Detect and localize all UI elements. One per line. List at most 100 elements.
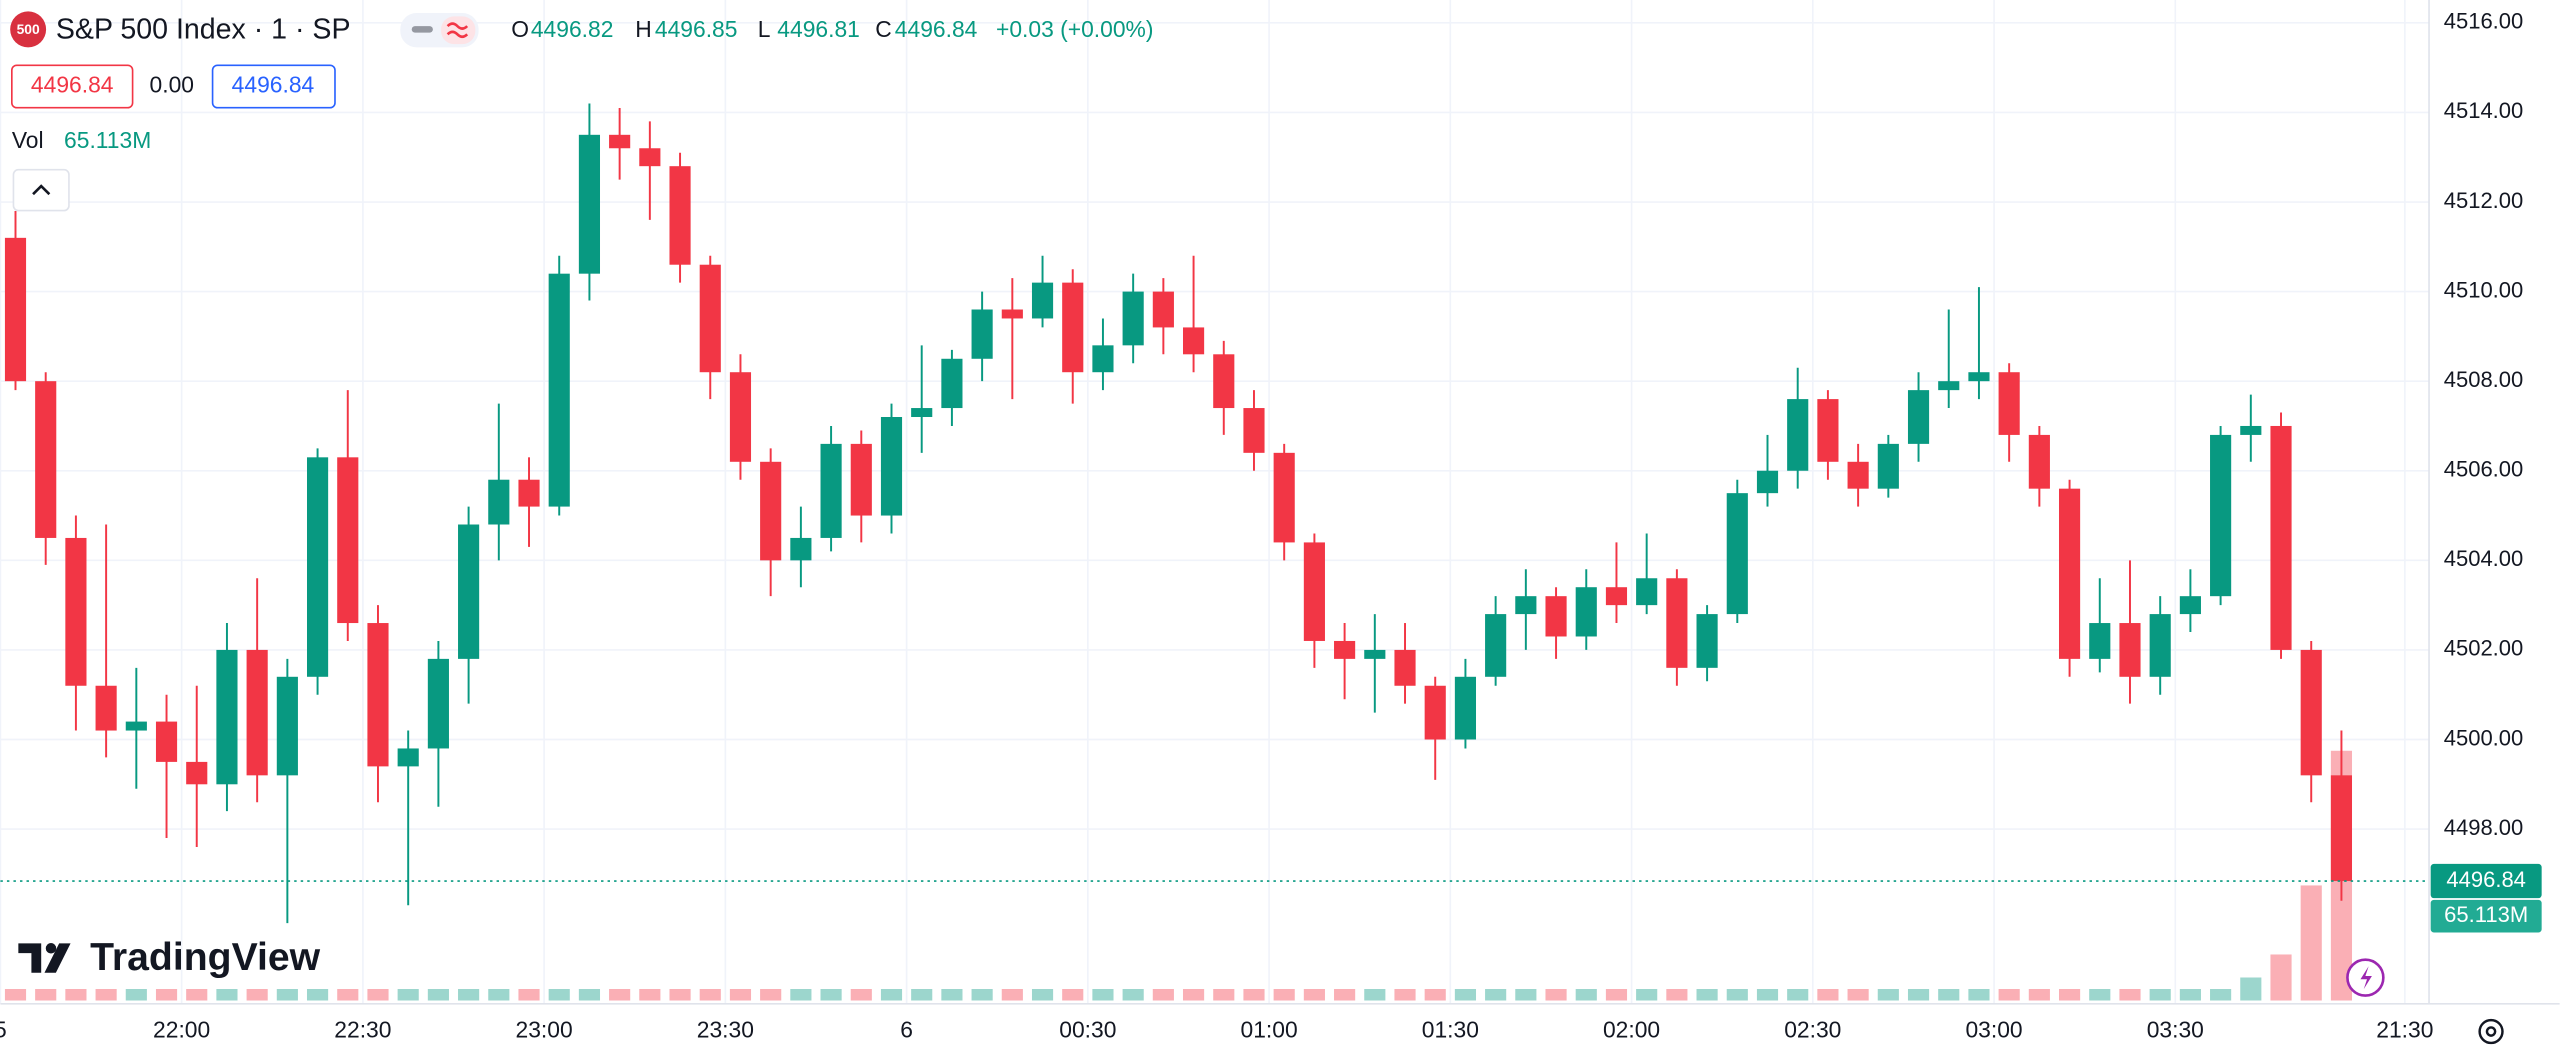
volume-bar [2089, 989, 2111, 1001]
volume-bar [1847, 989, 1869, 1001]
candle-body [1152, 291, 1174, 328]
candle-body [729, 372, 752, 462]
candle-body [1666, 578, 1688, 668]
candle-body [306, 457, 329, 677]
volume-bar [4, 989, 27, 1001]
candle-body [1515, 596, 1537, 615]
volume-bar [2149, 989, 2171, 1001]
volume-bar [1938, 989, 1960, 1001]
volume-bar [65, 989, 87, 1001]
candle-body [1031, 282, 1054, 319]
volume-bar [458, 989, 480, 1001]
candle-body [2058, 488, 2081, 659]
ohlc-value: 4496.81 [777, 16, 860, 42]
volume-bar [2028, 989, 2050, 1001]
symbol-title[interactable]: S&P 500 Index · 1 · SP [56, 14, 351, 46]
candle-body [1756, 470, 1779, 494]
candle-body [246, 649, 268, 776]
volume-bar [1787, 989, 1809, 1001]
x-tick-label: 03:30 [2147, 1017, 2204, 1043]
y-tick-label: 4506.00 [2444, 457, 2524, 482]
price-label: 4496.84 [2446, 867, 2526, 892]
candle-body [1273, 452, 1295, 543]
brand-logo [18, 943, 71, 973]
candle-body [760, 461, 782, 561]
volume-bar [2210, 989, 2232, 1001]
volume-bar [1334, 989, 1356, 1001]
volume-bar [1968, 989, 1990, 1001]
ask-box[interactable] [211, 64, 336, 109]
candle-body [1636, 578, 1658, 606]
candle-body [1907, 390, 1930, 444]
candle-body [1092, 345, 1114, 373]
y-tick-label: 4504.00 [2444, 546, 2524, 571]
candle-body [2149, 614, 2171, 677]
candle-body [578, 134, 601, 274]
volume-bar [1454, 989, 1477, 1001]
candle-body [639, 148, 661, 167]
y-tick-label: 4500.00 [2444, 725, 2524, 750]
candle-body [2240, 425, 2262, 435]
candle-body [669, 166, 691, 265]
volume-bar [1424, 989, 1446, 1001]
volume-bar [95, 989, 117, 1001]
ohlc-label: H [635, 16, 652, 42]
x-tick-label: 21:30 [2376, 1017, 2433, 1043]
volume-bar [1605, 989, 1628, 1001]
bid-box[interactable] [11, 64, 134, 109]
candle-body [2119, 623, 2141, 677]
volume-bar [760, 989, 782, 1001]
volume-bar [850, 989, 872, 1001]
volume-bar [1303, 989, 1325, 1001]
volume-bar [609, 989, 631, 1001]
volume-bar [1636, 989, 1658, 1001]
plot [0, 103, 2430, 1001]
candle-body [1364, 649, 1386, 659]
candle-body [2330, 775, 2353, 882]
volume-bar [367, 989, 389, 1001]
x-tick-label: 23:00 [516, 1017, 573, 1043]
bid: 4496.84 [31, 72, 114, 98]
volume-bar [639, 989, 661, 1001]
volume-bar [699, 989, 721, 1001]
volume-bar [2119, 989, 2141, 1001]
y-tick-label: 4512.00 [2444, 188, 2524, 213]
settings-button[interactable] [2478, 1018, 2504, 1045]
volume-bar [729, 989, 752, 1001]
volume-bar [1877, 989, 1899, 1001]
volume-bar [880, 989, 903, 1001]
candle-body [1877, 443, 1899, 489]
volume-bar [427, 989, 449, 1001]
volume-bar [1394, 989, 1416, 1001]
collapse-button[interactable] [12, 168, 70, 212]
y-tick-label: 4514.00 [2444, 98, 2524, 123]
candle-body [609, 134, 631, 149]
candle-body [548, 273, 570, 507]
y-tick-label: 4508.00 [2444, 367, 2524, 392]
symbol-logo[interactable] [10, 11, 47, 48]
volume-bar [488, 989, 510, 1001]
logo-text: 500 [17, 21, 40, 37]
candle-body [911, 408, 933, 418]
chevron-icon [32, 184, 51, 196]
volume-bar [1031, 989, 1054, 1001]
grid [0, 0, 2430, 1004]
volume-bar [1152, 989, 1174, 1001]
ohlc-value: 4496.82 [531, 16, 614, 42]
volume-bar [246, 989, 268, 1001]
x-tick-label: 5 [0, 1017, 7, 1043]
volume-bar [1545, 989, 1567, 1001]
volume-bar [337, 989, 359, 1001]
candle-body [699, 264, 721, 373]
axes: 4498.00 4500.00 4502.00 4504.00 4506.00 4508.… [0, 9, 2542, 1043]
candle-body [1817, 399, 1839, 462]
volume-label-box [2430, 899, 2542, 933]
candle-body [4, 237, 27, 382]
volume-bar [2300, 885, 2322, 1001]
x-tick-label: 01:30 [1422, 1017, 1479, 1043]
change: +0.03 (+0.00%) [996, 16, 1153, 42]
x-tick-label: 00:30 [1059, 1017, 1116, 1043]
candle-body [2028, 434, 2050, 489]
volume-bar [1273, 989, 1295, 1001]
ask: 4496.84 [232, 72, 315, 98]
